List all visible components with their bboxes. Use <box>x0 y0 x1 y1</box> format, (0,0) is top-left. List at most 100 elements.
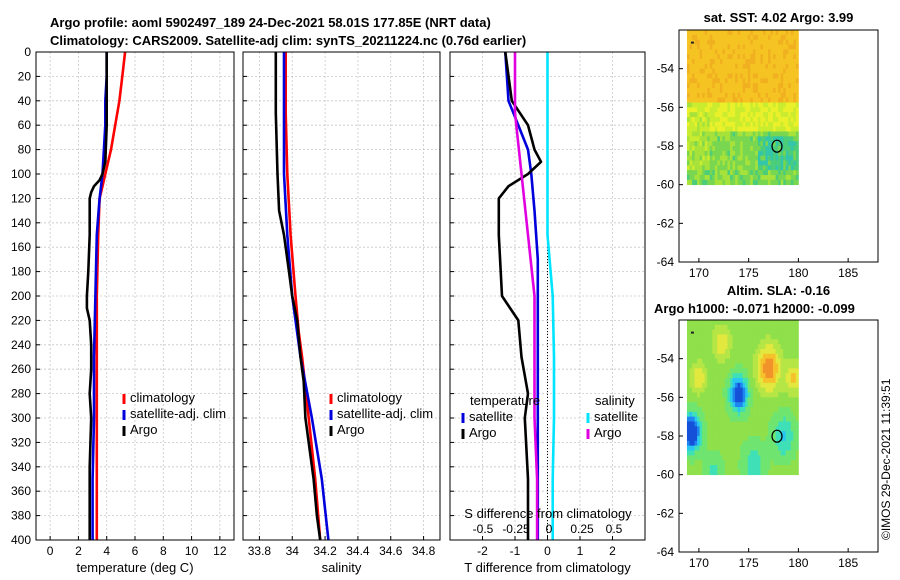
sla_map-field-cell <box>768 440 771 447</box>
sst_map-field-cell <box>750 78 754 84</box>
sst_map-field-cell <box>768 63 771 70</box>
sla_map-field-cell <box>727 378 731 384</box>
sst_map-field-cell <box>783 73 787 79</box>
sst_map-field-cell <box>719 102 723 108</box>
sst_map-field-cell <box>755 54 759 60</box>
sla_map-field-cell <box>760 358 764 364</box>
sla_map-field-cell <box>717 392 721 398</box>
sla_map-field-cell <box>712 382 716 389</box>
sst_map-field-cell <box>770 44 774 50</box>
sst_map-field-cell <box>765 126 769 132</box>
sst_map-field-cell <box>727 136 731 142</box>
sla_map-field-cell <box>745 344 749 350</box>
sst_map-field-cell <box>712 112 716 118</box>
sst_map-field-cell <box>689 73 693 79</box>
sla_map-field-cell <box>757 421 761 427</box>
sla_map-field-cell <box>694 436 698 442</box>
sst_map-field-cell <box>724 30 728 36</box>
sst_map-field-cell <box>714 146 718 152</box>
sla_map-field-cell <box>793 363 797 369</box>
sla_map-field-cell <box>762 339 766 345</box>
temperature-legend-label: Argo <box>130 422 157 437</box>
sla_map-field-cell <box>719 450 723 456</box>
sla_map-field-cell <box>760 378 764 384</box>
sst_map-field-cell <box>694 160 698 166</box>
sla_map-field-cell <box>793 455 797 461</box>
sla_map-field-cell <box>742 363 746 369</box>
sla_map-field-cell <box>747 421 751 427</box>
sla_map-field-cell <box>702 363 706 369</box>
sst_map-field-cell <box>697 179 701 186</box>
sla_map-field-cell <box>727 373 731 379</box>
sla_map-field-cell <box>790 411 794 418</box>
sst_map-field-cell <box>712 97 716 103</box>
sst_map-field-cell <box>714 102 718 108</box>
sla_map-field-cell <box>709 465 713 471</box>
sst_map-field-cell <box>768 39 771 45</box>
sst_map-field-cell <box>775 136 779 142</box>
sst_map-field-cell <box>760 126 764 132</box>
sla_map-field-cell <box>790 392 794 398</box>
sla_map-field-cell <box>750 460 754 466</box>
sst_map-field-cell <box>697 107 701 113</box>
sst_map-field-cell <box>775 68 779 74</box>
sst_map-field-cell <box>709 97 713 103</box>
sst_map-field-cell <box>732 179 736 186</box>
sst_map-field-cell <box>747 179 751 186</box>
sla_map-field-cell <box>704 368 708 374</box>
sla_map-field-cell <box>712 339 716 345</box>
sla_map-field-cell <box>760 349 764 355</box>
sst_map-field-cell <box>790 97 794 103</box>
sst_map-field-cell <box>692 44 695 50</box>
sst_map-field-cell <box>775 78 779 84</box>
sst_map-field-cell <box>707 136 711 142</box>
sla_map-field-cell <box>707 450 711 456</box>
sla_map-field-cell <box>785 373 789 379</box>
sla_map-field-cell <box>770 320 774 326</box>
sla_map-field-cell <box>719 320 723 326</box>
sla_map-field-cell <box>757 450 761 456</box>
sst_map-field-cell <box>768 92 771 99</box>
sst_map-field-cell <box>757 102 761 108</box>
sst_map-field-cell <box>740 78 744 84</box>
sst_map-field-cell <box>686 179 690 186</box>
sla_map-field-cell <box>686 465 690 471</box>
sst_map-field-cell <box>719 54 723 60</box>
sst_map-field-cell <box>735 170 739 176</box>
sst_map-field-cell <box>765 165 769 171</box>
sla_map-field-cell <box>709 469 713 476</box>
sst_map-field-cell <box>727 78 731 84</box>
sla_map-field-cell <box>752 363 756 369</box>
sst_map-field-cell <box>790 107 794 113</box>
sla_map-field-cell <box>714 402 718 408</box>
sst_map-field-cell <box>735 179 739 186</box>
sla_map-field-cell <box>707 436 711 442</box>
temperature-x-tick-label: 10 <box>185 544 199 558</box>
sla_map-field-cell <box>735 329 739 335</box>
sst_map-field-cell <box>765 146 769 152</box>
sst_map-field-cell <box>745 54 749 60</box>
sla_map-field-cell <box>692 382 695 389</box>
sla_map-field-cell <box>732 368 736 374</box>
sla_map-field-cell <box>742 329 746 335</box>
sla_map-field-cell <box>795 324 799 331</box>
sst_map-field-cell <box>697 102 701 108</box>
sst_map-field-cell <box>735 83 739 89</box>
sla_map-field-cell <box>773 440 776 447</box>
sst_map-field-cell <box>732 97 736 103</box>
sla_map-field-cell <box>795 426 799 432</box>
sla_map-field-cell <box>780 353 784 360</box>
depth-tick-label: 260 <box>11 362 31 376</box>
sst_map-field-cell <box>793 179 797 186</box>
sst_map-field-cell <box>773 30 776 36</box>
sst_map-field-cell <box>750 179 754 186</box>
sla_map-field-cell <box>765 465 769 471</box>
sst_map-field-cell <box>762 30 766 36</box>
sla_map-field-cell <box>770 349 774 355</box>
sla_map-field-cell <box>724 324 728 331</box>
sst_map-field-cell <box>768 155 771 161</box>
sst_map-field-cell <box>686 68 690 74</box>
sla_map-field-cell <box>762 368 766 374</box>
sla_map-field-cell <box>735 387 739 393</box>
sla_map-field-cell <box>790 349 794 355</box>
